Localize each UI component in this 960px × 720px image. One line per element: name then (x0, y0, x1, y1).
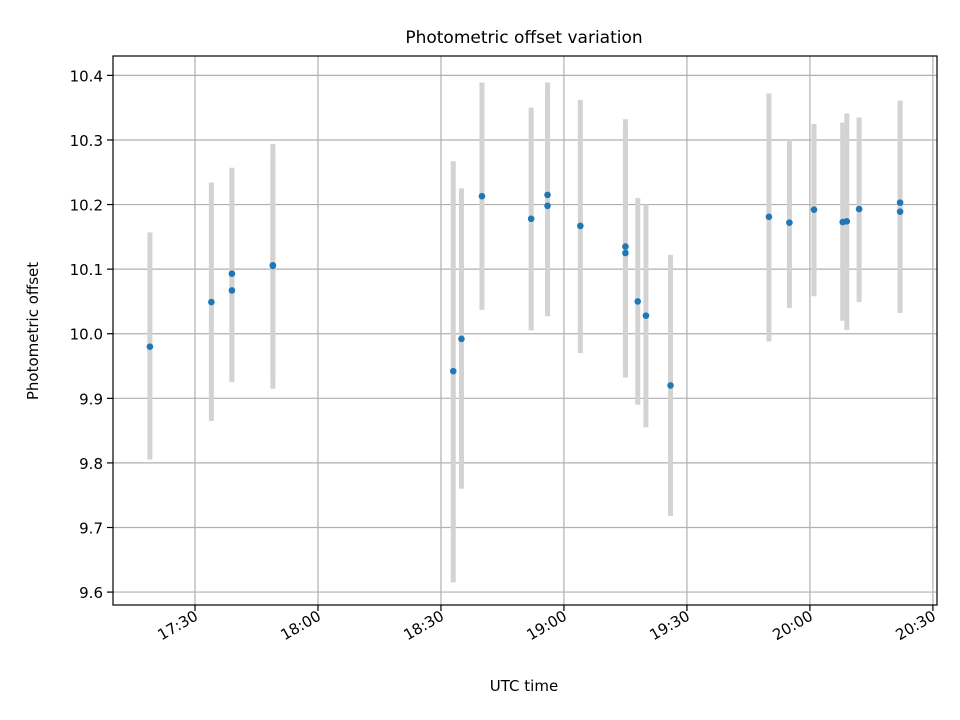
chart-title: Photometric offset variation (405, 28, 642, 48)
y-axis-label: Photometric offset (24, 262, 42, 400)
x-tick-label: 20:00 (769, 607, 815, 644)
y-tick-label: 9.9 (79, 390, 103, 408)
y-tick-label: 9.6 (79, 584, 103, 602)
data-point (810, 206, 818, 214)
data-point (544, 191, 551, 199)
x-tick-label: 17:30 (155, 607, 201, 644)
y-tick-label: 10.3 (70, 132, 103, 150)
error-bars (147, 82, 903, 583)
x-tick-label: 18:00 (278, 607, 324, 644)
data-point (843, 218, 851, 225)
y-tick-label: 10.2 (70, 197, 103, 215)
plot-frame (112, 55, 938, 606)
data-point (544, 202, 551, 210)
data-point (622, 249, 629, 257)
grid-lines (113, 56, 937, 605)
data-point (228, 287, 236, 294)
data-point (786, 219, 793, 226)
data-point (855, 205, 863, 213)
data-point (622, 243, 629, 250)
y-tick-label: 10.1 (70, 261, 103, 279)
data-point (478, 192, 486, 200)
y-tick-label: 9.8 (79, 455, 103, 473)
x-axis-label: UTC time (490, 677, 558, 695)
data-point (208, 298, 215, 306)
x-tick-label: 19:30 (646, 607, 692, 644)
data-point (228, 270, 236, 277)
data-point (527, 215, 535, 223)
data-point (896, 208, 904, 215)
data-point (458, 335, 465, 343)
data-points (146, 191, 904, 389)
data-point (269, 262, 277, 270)
y-tick-label: 9.7 (79, 519, 103, 537)
y-tick-label: 10.4 (70, 67, 103, 85)
y-tick-label: 10.0 (70, 326, 103, 344)
data-point (667, 382, 674, 389)
data-point (449, 367, 457, 375)
axes-ticks: 9.6 9.7 9.8 9.9 10.0 10.1 10.2 10.3 10.4 17:30 18:… (70, 67, 939, 644)
data-point (577, 222, 584, 230)
data-point (146, 343, 154, 350)
x-tick-label: 19:00 (524, 607, 570, 644)
data-point (642, 312, 650, 319)
data-point (634, 298, 642, 305)
x-tick-label: 20:30 (892, 607, 938, 644)
data-point (896, 199, 904, 206)
data-point (765, 213, 773, 221)
x-tick-label: 18:30 (401, 607, 447, 644)
